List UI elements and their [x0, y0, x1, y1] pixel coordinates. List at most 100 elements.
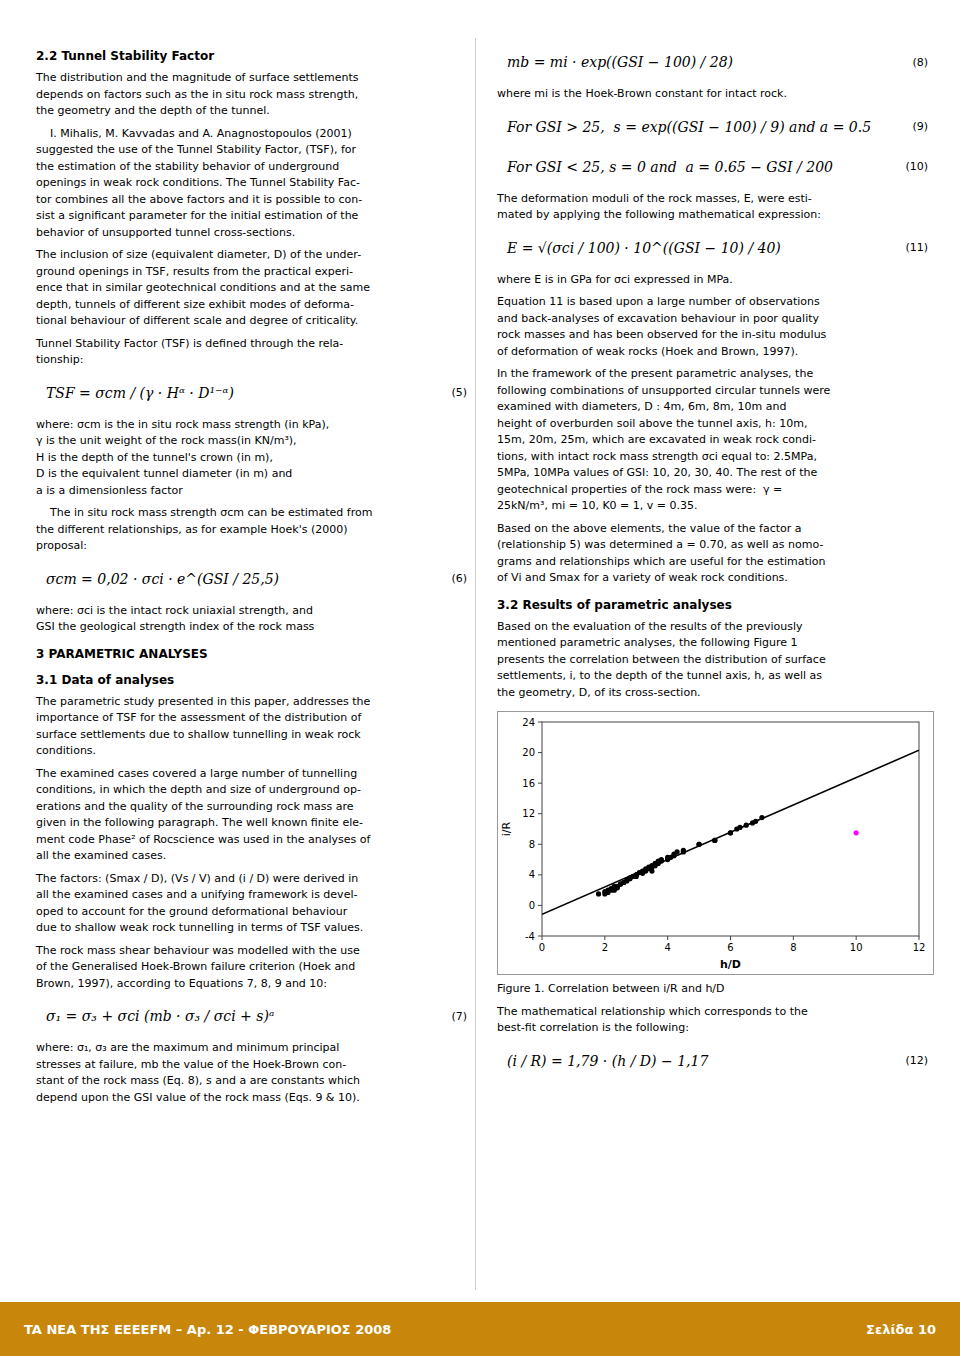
text-line: tions, with intact rock mass strength σc…: [497, 449, 934, 466]
text-line: The parametric study presented in this p…: [36, 694, 473, 711]
text-line: γ is the unit weight of the rock mass(in…: [36, 433, 473, 450]
text-line: The in situ rock mass strength σcm can b…: [36, 505, 473, 522]
text-line: depend upon the GSI value of the rock ma…: [36, 1090, 473, 1107]
text-line: depth, tunnels of different size exhibit…: [36, 297, 473, 314]
text-line: 25kN/m³, mi = 10, K0 = 1, v = 0.35.: [497, 498, 934, 515]
text-line: where E is in GPa for σci expressed in M…: [497, 272, 934, 289]
tick-label: 8: [529, 839, 535, 850]
equation-text: (i / R) = 1,79 · (h / D) − 1,17: [497, 1053, 708, 1069]
text-line: conditions.: [36, 743, 473, 760]
tick: [538, 936, 542, 937]
text-line: stresses at failure, mb the value of the…: [36, 1057, 473, 1074]
text-line: examined with diameters, D : 4m, 6m, 8m,…: [497, 399, 934, 416]
heading: 3.2 Results of parametric analyses: [497, 597, 934, 613]
text-line: following combinations of unsupported ci…: [497, 383, 934, 400]
heading: 3.1 Data of analyses: [36, 672, 473, 688]
caption: Figure 1. Correlation between i/R and h/…: [497, 981, 934, 998]
text-line: tionship:: [36, 352, 473, 369]
text-line: due to shallow weak rock tunnelling in t…: [36, 920, 473, 937]
text-line: The inclusion of size (equivalent diamet…: [36, 247, 473, 264]
column-divider: [475, 38, 476, 1290]
text-line: grams and relationships which are useful…: [497, 554, 934, 571]
equation: For GSI > 25, s = exp((GSI − 100) / 9) a…: [497, 111, 934, 143]
text-line: and back-analyses of excavation behaviou…: [497, 311, 934, 328]
tick: [538, 813, 542, 814]
tick-label: 10: [850, 942, 863, 953]
text-line: Brown, 1997), according to Equations 7, …: [36, 976, 473, 993]
text-line: The distribution and the magnitude of su…: [36, 70, 473, 87]
tick-label: 20: [522, 747, 535, 758]
tick: [538, 752, 542, 753]
equation-number: (11): [905, 241, 934, 254]
paragraph: In the framework of the present parametr…: [497, 366, 934, 515]
paragraph: The parametric study presented in this p…: [36, 694, 473, 760]
text-line: (relationship 5) was determined a = 0.70…: [497, 537, 934, 554]
text-line: behavior of unsupported tunnel cross-sec…: [36, 225, 473, 242]
equation: E = √(σci / 100) · 10^((GSI − 10) / 40)(…: [497, 232, 934, 264]
paragraph: Based on the above elements, the value o…: [497, 521, 934, 587]
tick-label: 4: [664, 942, 670, 953]
text-line: D is the equivalent tunnel diameter (in …: [36, 466, 473, 483]
text-line: of deformation of weak rocks (Hoek and B…: [497, 344, 934, 361]
point: [854, 830, 859, 835]
paragraph: where: σ₁, σ₃ are the maximum and minimu…: [36, 1040, 473, 1106]
tick: [538, 783, 542, 784]
plot-marks: [542, 750, 919, 914]
footer: TA NEA THΣ EEEEFM – Ap. 12 - ΦEBPOYAPIOΣ…: [0, 1302, 960, 1356]
text-line: conditions, in which the depth and size …: [36, 782, 473, 799]
text-line: Tunnel Stability Factor (TSF) is defined…: [36, 336, 473, 353]
equation-text: σ₁ = σ₃ + σci (mb · σ₃ / σci + s)ᵃ: [36, 1008, 274, 1024]
tick: [856, 936, 857, 940]
text-line: The examined cases covered a large numbe…: [36, 766, 473, 783]
equation-number: (8): [912, 56, 934, 69]
heading: 2.2 Tunnel Stability Factor: [36, 48, 473, 64]
text-line: tor combines all the above factors and i…: [36, 192, 473, 209]
text-line: depends on factors such as the in situ r…: [36, 87, 473, 104]
footer-text: TA NEA THΣ EEEEFM – Ap. 12 - ΦEBPOYAPIOΣ…: [24, 1322, 391, 1337]
text-line: The mathematical relationship which corr…: [497, 1004, 934, 1021]
tick-label: 2: [602, 942, 608, 953]
equation: σcm = 0,02 · σci · e^(GSI / 25,5)(6): [36, 563, 473, 595]
text-line: rock masses and has been observed for th…: [497, 327, 934, 344]
text-line: of the Generalised Hoek-Brown failure cr…: [36, 959, 473, 976]
paragraph: The rock mass shear behaviour was modell…: [36, 943, 473, 993]
equation-number: (7): [451, 1010, 473, 1023]
equation: TSF = σcm / (γ · Hᵅ · D¹⁻ᵅ)(5): [36, 377, 473, 409]
tick: [538, 722, 542, 723]
tick-label: -4: [525, 931, 535, 942]
paragraph: Tunnel Stability Factor (TSF) is defined…: [36, 336, 473, 369]
text-line: The deformation moduli of the rock masse…: [497, 191, 934, 208]
text-line: ence that in similar geotechnical condit…: [36, 280, 473, 297]
text-line: where: σ₁, σ₃ are the maximum and minimu…: [36, 1040, 473, 1057]
text-line: H is the depth of the tunnel's crown (in…: [36, 450, 473, 467]
tick-label: 12: [522, 808, 535, 819]
text-line: importance of TSF for the assessment of …: [36, 710, 473, 727]
equation-number: (5): [451, 386, 473, 399]
tick-label: 12: [913, 942, 926, 953]
text-line: all the examined cases and a unifying fr…: [36, 887, 473, 904]
text-line: the different relationships, as for exam…: [36, 522, 473, 539]
paragraph: The factors: (Smax / D), (Vs / V) and (i…: [36, 871, 473, 937]
equation: mb = mi · exp((GSI − 100) / 28)(8): [497, 46, 934, 78]
text-line: best-fit correlation is the following:: [497, 1020, 934, 1037]
text-line: erations and the quality of the surround…: [36, 799, 473, 816]
paragraph: where mi is the Hoek-Brown constant for …: [497, 86, 934, 103]
text-line: where: σcm is the in situ rock mass stre…: [36, 417, 473, 434]
text-line: Equation 11 is based upon a large number…: [497, 294, 934, 311]
axis-label: h/D: [720, 958, 741, 971]
text-line: Based on the evaluation of the results o…: [497, 619, 934, 636]
text-line: the geometry, D, of its cross-section.: [497, 685, 934, 702]
tick-label: 16: [522, 778, 535, 789]
text-line: surface settlements due to shallow tunne…: [36, 727, 473, 744]
text-line: oped to account for the ground deformati…: [36, 904, 473, 921]
tick: [604, 936, 605, 940]
text-line: where mi is the Hoek-Brown constant for …: [497, 86, 934, 103]
heading: 3 PARAMETRIC ANALYSES: [36, 646, 473, 662]
text-line: mentioned parametric analyses, the follo…: [497, 635, 934, 652]
equation-text: For GSI > 25, s = exp((GSI − 100) / 9) a…: [497, 119, 871, 135]
tick: [667, 936, 668, 940]
equation: σ₁ = σ₃ + σci (mb · σ₃ / σci + s)ᵃ (7): [36, 1000, 473, 1032]
equation: (i / R) = 1,79 · (h / D) − 1,17(12): [497, 1045, 934, 1077]
equation-text: σcm = 0,02 · σci · e^(GSI / 25,5): [36, 571, 279, 587]
text-line: GSI the geological strength index of the…: [36, 619, 473, 636]
